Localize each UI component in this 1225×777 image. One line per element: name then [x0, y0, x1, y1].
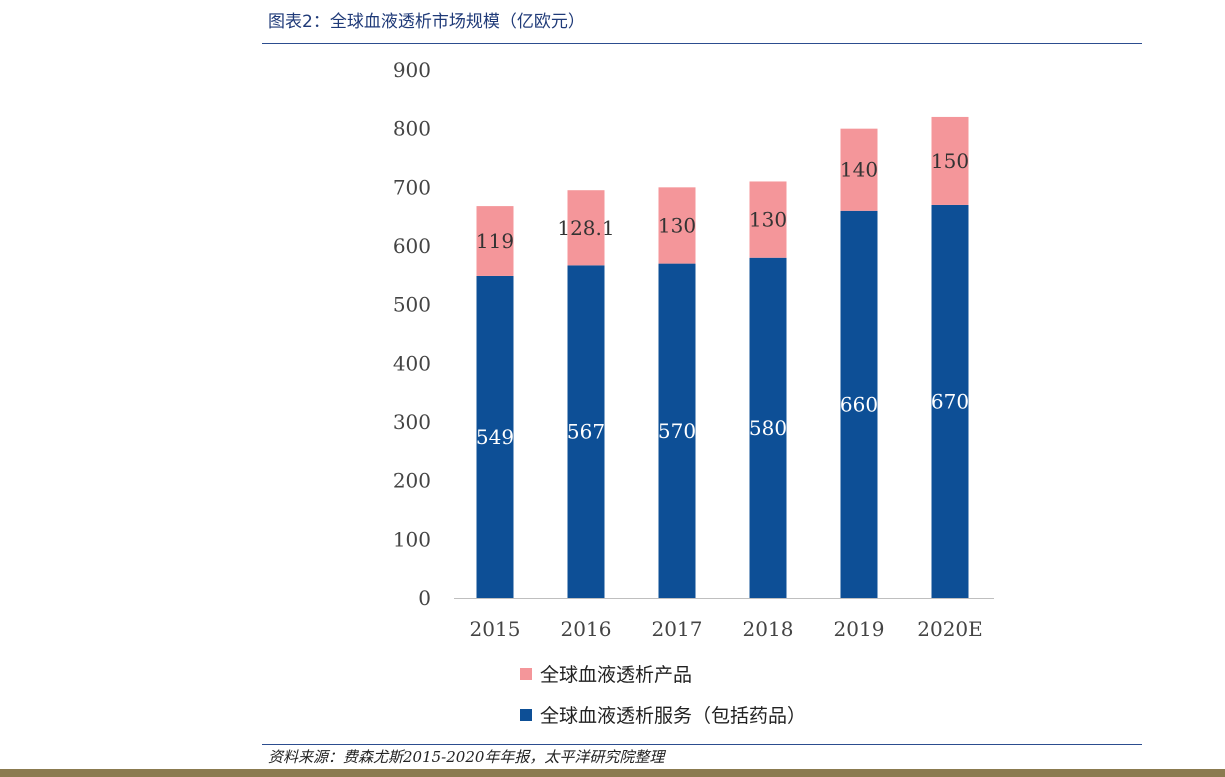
bar-service-2015 [476, 275, 514, 598]
bar-product-2018 [749, 181, 787, 258]
data-label-product: 119 [476, 229, 514, 253]
legend-item-product: 全球血液透析产品 [520, 660, 692, 687]
legend-swatch-service [520, 708, 532, 721]
legend-item-service: 全球血液透析服务（包括药品） [520, 701, 806, 728]
x-tick-label: 2018 [743, 617, 794, 641]
bar-service-2019 [840, 210, 878, 599]
bar-service-2017 [658, 263, 696, 598]
bar-product-2015 [476, 206, 514, 276]
y-tick-label: 900 [393, 58, 431, 82]
bar-service-2018 [749, 257, 787, 598]
bar-product-2020E [931, 116, 969, 205]
y-tick-label: 800 [393, 117, 431, 141]
y-tick-label: 200 [393, 469, 431, 493]
data-label-service: 567 [567, 420, 605, 444]
data-label-product: 140 [840, 158, 878, 182]
legend-label-product: 全球血液透析产品 [540, 664, 693, 686]
bar-service-2016 [567, 265, 605, 598]
legend-label-service: 全球血液透析服务（包括药品） [540, 705, 807, 727]
x-tick-label: 2020E [917, 617, 983, 641]
chart-title: 图表2：全球血液透析市场规模（亿欧元） [268, 12, 585, 32]
y-tick-label: 0 [418, 586, 431, 610]
data-label-service: 570 [658, 419, 696, 443]
bar-service-2020E [931, 204, 969, 598]
y-tick-label: 400 [393, 351, 431, 375]
data-label-product: 150 [931, 149, 969, 173]
data-label-service: 580 [749, 416, 787, 440]
y-tick-label: 700 [393, 175, 431, 199]
legend-swatch-product [520, 667, 532, 680]
bottom-rule [262, 744, 1142, 745]
data-label-service: 660 [840, 392, 878, 416]
x-tick-label: 2019 [834, 617, 885, 641]
data-label-product: 130 [658, 213, 696, 237]
footer-bar [0, 769, 1225, 777]
y-tick-label: 300 [393, 410, 431, 434]
bar-product-2017 [658, 187, 696, 264]
x-tick-label: 2016 [561, 617, 612, 641]
bar-product-2019 [840, 128, 878, 211]
top-rule [262, 43, 1142, 44]
data-label-service: 670 [931, 389, 969, 413]
y-tick-label: 100 [393, 527, 431, 551]
y-tick-label: 600 [393, 234, 431, 258]
y-tick-label: 500 [393, 293, 431, 317]
data-label-product: 130 [749, 208, 787, 232]
data-label-product: 128.1 [557, 216, 614, 240]
data-label-service: 549 [476, 425, 514, 449]
source-note: 资料来源：费森尤斯2015-2020年年报，太平洋研究院整理 [268, 748, 665, 766]
x-tick-label: 2015 [470, 617, 521, 641]
bar-product-2016 [567, 190, 605, 266]
x-tick-label: 2017 [652, 617, 703, 641]
